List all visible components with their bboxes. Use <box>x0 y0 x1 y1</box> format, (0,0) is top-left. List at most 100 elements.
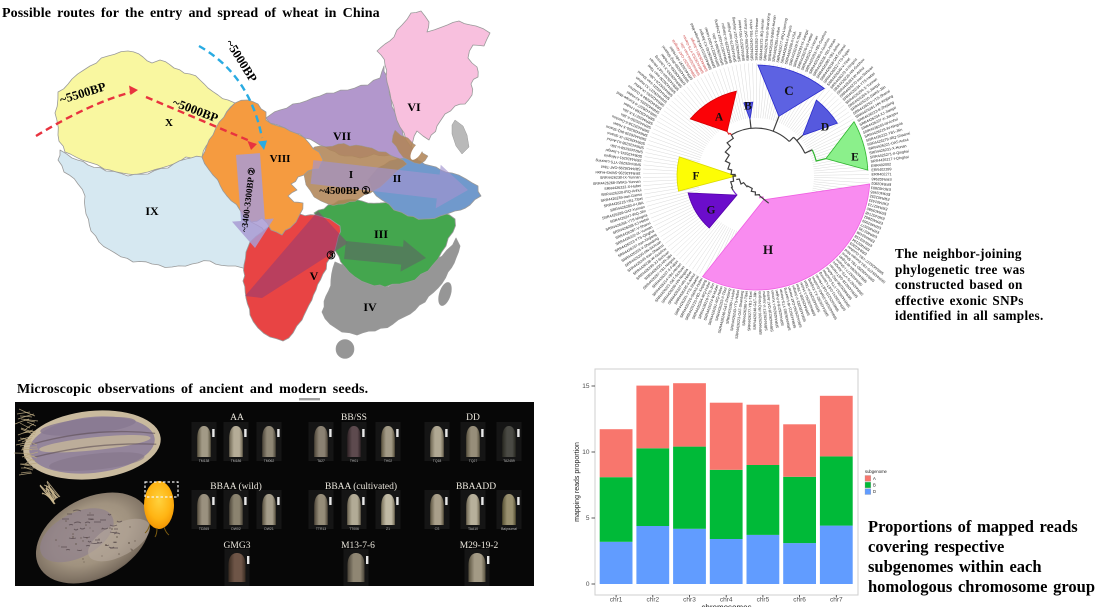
svg-text:ERR402399: ERR402399 <box>871 167 891 172</box>
svg-text:SRR4426220-IRQ-Anhui: SRR4426220-IRQ-Anhui <box>601 188 642 197</box>
svg-text:A: A <box>715 112 724 124</box>
svg-text:ERR402803: ERR402803 <box>871 185 891 191</box>
svg-text:BBAA (wild): BBAA (wild) <box>210 481 261 492</box>
svg-text:TA27: TA27 <box>317 459 325 463</box>
svg-text:DW02: DW02 <box>231 527 241 531</box>
svg-text:IX: IX <box>145 204 159 218</box>
svg-text:SRR4426218-YB1-Tibet: SRR4426218-YB1-Tibet <box>603 197 643 209</box>
svg-text:BBAADD: BBAADD <box>456 482 496 492</box>
svg-text:chr2: chr2 <box>646 597 659 604</box>
svg-text:SRR4426239-Iran-Gansu: SRR4426239-Iran-Gansu <box>600 192 642 203</box>
svg-text:chr3: chr3 <box>683 597 696 604</box>
svg-text:TH02: TH02 <box>384 459 392 463</box>
svg-text:SRR4426210-G&T-Xinjiang: SRR4426210-G&T-Xinjiang <box>731 17 741 62</box>
svg-text:ERR402292: ERR402292 <box>869 194 889 201</box>
svg-text:SRR4426272-IRQ-Henan: SRR4426272-IRQ-Henan <box>759 19 765 61</box>
svg-text:SRR4426283-II-USA: SRR4426283-II-USA <box>610 201 645 213</box>
svg-text:ERR402569: ERR402569 <box>862 219 882 230</box>
svg-text:chr6: chr6 <box>793 597 806 604</box>
svg-text:B: B <box>744 101 752 113</box>
svg-text:BB/SS: BB/SS <box>341 413 367 423</box>
svg-text:SRR4426278-Iran-Shandong: SRR4426278-Iran-Shandong <box>763 13 771 61</box>
svg-text:H: H <box>763 242 773 257</box>
svg-text:TAA10: TAA10 <box>468 527 478 531</box>
svg-text:X: X <box>165 117 173 129</box>
svg-text:SRR4426280-I-Hubei: SRR4426280-I-Hubei <box>772 27 781 63</box>
svg-text:TA2459: TA2459 <box>503 459 515 463</box>
svg-text:SRR4426282-YTS-Henan: SRR4426282-YTS-Henan <box>755 18 759 61</box>
svg-text:TD265: TD265 <box>199 527 209 531</box>
svg-text:SRR4426292-YTS-Liaoning: SRR4426292-YTS-Liaoning <box>595 158 641 166</box>
svg-text:SRR4426218-OAT-Anhui: SRR4426218-OAT-Anhui <box>766 291 774 333</box>
svg-text:M29-19-2: M29-19-2 <box>460 541 499 551</box>
svg-text:TM062: TM062 <box>264 459 275 463</box>
svg-text:TM186: TM186 <box>231 459 242 463</box>
svg-text:A: A <box>873 476 876 481</box>
svg-text:III: III <box>374 227 388 241</box>
svg-text:TT006: TT006 <box>349 527 359 531</box>
svg-text:15: 15 <box>582 383 590 390</box>
svg-text:SRR4426279-Iran-Fujian: SRR4426279-Iran-Fujian <box>726 22 737 63</box>
svg-text:SRR4426272-YB1-Hebei: SRR4426272-YB1-Hebei <box>738 20 746 62</box>
svg-text:SRR4426236-SWAS-Hubei: SRR4426236-SWAS-Hubei <box>595 170 640 175</box>
svg-text:ERR402271: ERR402271 <box>871 172 891 176</box>
svg-text:chr4: chr4 <box>720 597 733 604</box>
svg-text:chromosomes: chromosomes <box>701 603 751 607</box>
svg-text:ERR402002: ERR402002 <box>871 162 891 168</box>
svg-text:SRR4426277-YB1-Tibet: SRR4426277-YB1-Tibet <box>747 291 753 331</box>
svg-text:D: D <box>873 489 876 494</box>
svg-text:ERR402713: ERR402713 <box>868 202 888 211</box>
svg-text:SRR4426230-IX-Yunnan: SRR4426230-IX-Yunnan <box>600 175 641 179</box>
svg-text:B: B <box>873 483 876 488</box>
svg-text:VII: VII <box>333 129 351 143</box>
svg-text:ERR402748: ERR402748 <box>865 211 885 221</box>
svg-text:SRR4426231-X-Hunan: SRR4426231-X-Hunan <box>869 144 907 155</box>
svg-text:BBAA (cultivated): BBAA (cultivated) <box>325 481 397 492</box>
svg-text:SRR4426258-V-Jilin: SRR4426258-V-Jilin <box>610 143 643 154</box>
svg-text:SRR4426217-I-Qinghai: SRR4426217-I-Qinghai <box>870 155 909 164</box>
svg-text:F: F <box>692 171 699 183</box>
svg-text:subgenome: subgenome <box>865 469 888 474</box>
svg-text:~4500BP ①: ~4500BP ① <box>319 185 371 197</box>
svg-text:SRR4426226-SWAS-Hunan: SRR4426226-SWAS-Hunan <box>767 15 776 61</box>
svg-text:SRR4426241-I-Jiangxi: SRR4426241-I-Jiangxi <box>605 148 642 158</box>
svg-text:VI: VI <box>407 100 421 114</box>
svg-text:SRR4426268-SWAS-Yunnan: SRR4426268-SWAS-Yunnan <box>593 180 641 186</box>
svg-text:SRR4426271-II-Qinghai: SRR4426271-II-Qinghai <box>870 149 910 159</box>
svg-text:TH01: TH01 <box>350 459 358 463</box>
svg-text:SRR4426256-OAT-Gansu: SRR4426256-OAT-Gansu <box>743 18 750 61</box>
svg-text:II: II <box>393 173 402 185</box>
svg-text:ERR402980: ERR402980 <box>866 206 886 215</box>
svg-text:GMG3: GMG3 <box>224 541 251 551</box>
svg-text:Z1: Z1 <box>386 527 390 531</box>
svg-text:TQ27: TQ27 <box>469 459 478 463</box>
svg-text:mapping reads proportion: mapping reads proportion <box>574 442 581 522</box>
svg-text:SRR4426291-I-Ningxia: SRR4426291-I-Ningxia <box>603 153 642 162</box>
svg-text:D: D <box>821 122 829 134</box>
svg-text:C: C <box>784 83 793 98</box>
svg-text:0: 0 <box>586 581 590 588</box>
svg-text:CS: CS <box>435 527 440 531</box>
svg-text:chr5: chr5 <box>757 597 770 604</box>
svg-text:ERR402465: ERR402465 <box>870 190 890 197</box>
svg-text:IV: IV <box>363 300 377 314</box>
svg-text:AA: AA <box>230 413 244 423</box>
svg-text:ERR402802: ERR402802 <box>863 215 883 226</box>
svg-text:V: V <box>310 269 319 283</box>
svg-text:SRR4426299-OAT-Tibet: SRR4426299-OAT-Tibet <box>601 164 641 170</box>
svg-text:ERR402433: ERR402433 <box>869 198 889 206</box>
svg-text:10: 10 <box>582 449 590 456</box>
svg-text:SRR4426248-G&T-Jilin: SRR4426248-G&T-Jilin <box>753 291 757 329</box>
svg-text:SRR4426243-YTS-Hebei: SRR4426243-YTS-Hebei <box>730 290 740 332</box>
svg-text:SRR4426240-YB1-Anhui: SRR4426240-YB1-Anhui <box>749 19 754 60</box>
svg-text:SRR4426243-I-Yunnan: SRR4426243-I-Yunnan <box>770 290 779 328</box>
svg-text:chr7: chr7 <box>830 597 843 604</box>
svg-text:ERR402948: ERR402948 <box>871 177 891 181</box>
svg-text:DW21: DW21 <box>264 527 274 531</box>
svg-text:Baiyoumai: Baiyoumai <box>501 527 517 531</box>
svg-text:G: G <box>707 205 716 217</box>
svg-text:I: I <box>349 169 353 181</box>
svg-text:TTR13: TTR13 <box>316 527 326 531</box>
svg-text:chr1: chr1 <box>610 597 623 604</box>
svg-text:M13-7-6: M13-7-6 <box>341 541 375 551</box>
